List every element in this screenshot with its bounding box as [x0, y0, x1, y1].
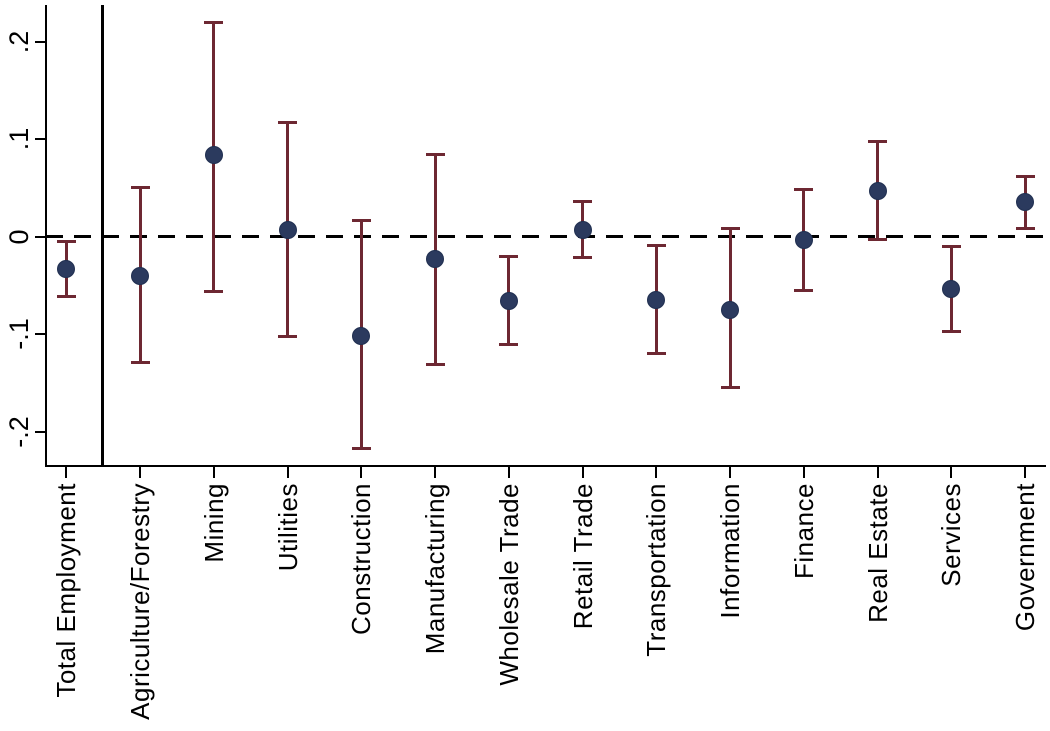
ci-lower-cap [1015, 227, 1035, 231]
y-axis-tick-label: -.2 [4, 415, 34, 448]
x-axis-category-label: Utilities [272, 483, 303, 572]
ci-lower-cap [868, 237, 887, 241]
y-axis-tick [35, 430, 45, 433]
x-axis-category-label: Transportation [641, 483, 672, 657]
ci-upper-cap [1015, 174, 1035, 178]
y-axis-tick-label: .2 [4, 30, 34, 53]
x-axis-category-label: Real Estate [862, 483, 893, 623]
x-axis-tick [139, 467, 141, 478]
x-axis-tick [876, 467, 879, 478]
point-estimate-marker [57, 259, 75, 278]
y-axis-tick [35, 40, 45, 43]
x-axis-tick [729, 467, 731, 478]
ci-upper-cap [130, 186, 150, 190]
ci-upper-cap [56, 239, 76, 243]
ci-lower-cap [204, 289, 224, 293]
x-axis-category-label: Total Employment [51, 483, 81, 698]
x-axis-tick [212, 467, 215, 478]
ci-upper-cap [720, 227, 740, 231]
ci-lower-cap [720, 386, 740, 390]
ci-lower-cap [573, 256, 592, 260]
point-estimate-marker [131, 266, 149, 285]
x-axis-tick [507, 467, 510, 478]
zero-reference-line [46, 235, 1046, 238]
point-estimate-marker [647, 290, 666, 309]
point-estimate-marker [573, 220, 592, 239]
ci-lower-cap [56, 295, 76, 299]
x-axis-tick [286, 467, 289, 478]
ci-upper-cap [794, 188, 814, 192]
x-axis-category-label: Retail Trade [567, 483, 598, 630]
ci-upper-cap [278, 120, 297, 124]
ci-lower-cap [499, 343, 519, 347]
ci-lower-cap [794, 288, 814, 292]
x-axis-category-label: Finance [788, 483, 819, 579]
ci-upper-cap [868, 140, 887, 144]
ci-lower-cap [278, 335, 297, 339]
x-axis-tick [65, 467, 67, 478]
x-axis-tick [1024, 467, 1026, 478]
point-estimate-marker [426, 249, 444, 268]
x-axis-tick [434, 467, 436, 478]
x-axis-tick [360, 467, 363, 478]
x-axis-category-label: Construction [346, 483, 377, 635]
x-axis-category-label: Services [936, 483, 967, 587]
y-axis-tick [35, 138, 45, 140]
point-estimate-marker [204, 145, 223, 164]
ci-lower-cap [646, 352, 666, 355]
ci-upper-cap [499, 255, 519, 259]
x-axis-category-label: Manufacturing [420, 483, 450, 655]
point-estimate-marker [868, 181, 887, 200]
x-axis-tick [802, 467, 805, 478]
ci-lower-cap [425, 362, 445, 366]
ci-upper-cap [351, 219, 371, 223]
x-axis-category-label: Mining [198, 483, 229, 563]
x-axis-tick [950, 467, 953, 478]
point-estimate-marker [278, 220, 297, 239]
ci-upper-cap [204, 21, 224, 25]
ci-lower-cap [130, 360, 150, 364]
point-estimate-marker [942, 280, 961, 299]
ci-upper-cap [941, 244, 961, 248]
y-axis-tick-label: 0 [4, 228, 34, 245]
y-axis-tick [35, 235, 45, 238]
point-estimate-marker [352, 326, 371, 345]
x-axis-tick [581, 467, 584, 478]
ci-upper-cap [573, 199, 592, 203]
point-estimate-marker [794, 231, 813, 250]
ci-lower-cap [941, 329, 961, 333]
x-axis-category-label: Agriculture/Forestry [125, 483, 155, 720]
ci-upper-cap [425, 153, 445, 157]
x-axis-tick [655, 467, 658, 478]
x-axis-category-label: Information [715, 483, 745, 619]
x-axis-category-label: Government [1010, 483, 1040, 632]
point-estimate-marker [499, 291, 518, 310]
y-axis-tick-label: .1 [4, 127, 34, 151]
y-axis-tick [35, 333, 45, 335]
x-axis-line [45, 465, 1046, 467]
ci-lower-cap [351, 446, 371, 450]
x-axis-category-label: Wholesale Trade [493, 483, 524, 686]
point-estimate-marker [1016, 193, 1034, 212]
ci-upper-cap [646, 243, 666, 247]
point-estimate-marker [721, 300, 739, 319]
y-axis-tick-label: -.1 [4, 318, 34, 350]
